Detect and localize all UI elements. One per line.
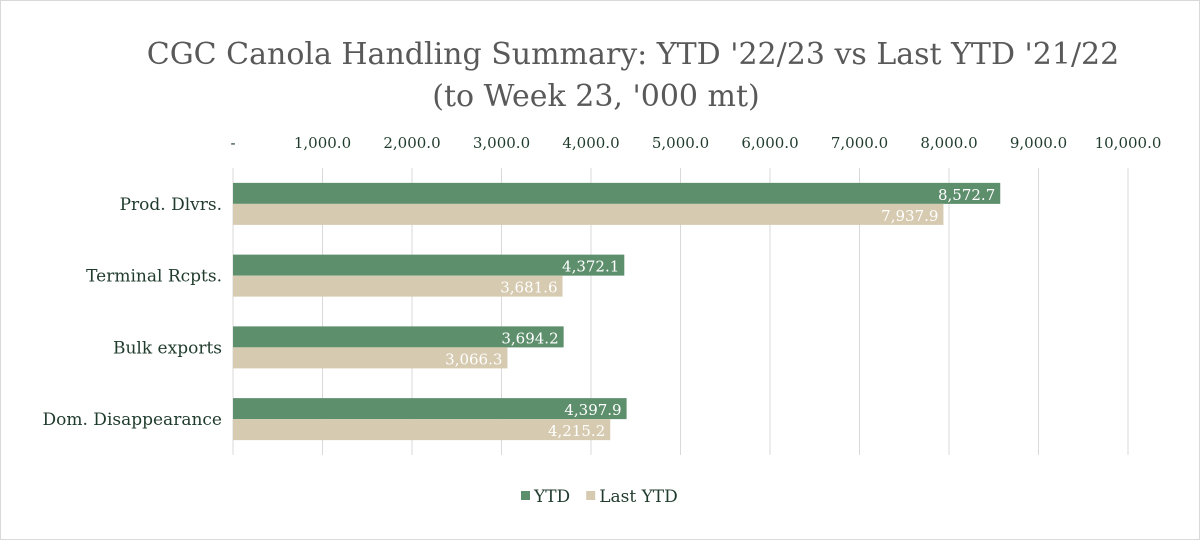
bar-ytd (233, 254, 625, 276)
x-tick-label: 5,000.0 (652, 134, 709, 152)
x-tick-label: 8,000.0 (920, 134, 977, 152)
data-label: 7,937.9 (881, 207, 938, 225)
bar-last-ytd (233, 347, 508, 369)
bar-last-ytd (233, 275, 563, 297)
bar-ytd (233, 398, 627, 420)
data-label: 4,215.2 (548, 422, 605, 440)
data-label: 8,572.7 (938, 186, 995, 204)
legend-label: Last YTD (599, 487, 678, 507)
x-tick-label: - (230, 134, 235, 152)
x-tick-label: 4,000.0 (562, 134, 619, 152)
x-tick-label: 6,000.0 (741, 134, 798, 152)
legend-swatch (586, 491, 596, 500)
x-tick-label: 9,000.0 (1010, 134, 1067, 152)
chart-title: CGC Canola Handling Summary: YTD '22/23 … (147, 37, 1119, 72)
legend-swatch (521, 491, 530, 500)
category-label: Dom. Disappearance (43, 410, 222, 430)
data-label: 3,681.6 (500, 279, 557, 297)
data-label: 3,694.2 (501, 329, 558, 347)
category-label: Terminal Rcpts. (86, 267, 222, 287)
data-label: 4,397.9 (564, 401, 621, 419)
bar-ytd (233, 326, 564, 348)
x-tick-label: 2,000.0 (383, 134, 440, 152)
bar-ytd (233, 182, 1001, 204)
bar-last-ytd (233, 203, 944, 225)
category-label: Bulk exports (113, 338, 222, 358)
bar-last-ytd (233, 419, 611, 441)
category-labels: Prod. Dlvrs. Terminal Rcpts. Bulk exports D… (43, 195, 222, 430)
category-label: Prod. Dlvrs. (120, 195, 222, 215)
data-label: 3,066.3 (445, 350, 502, 368)
x-tick-label: 10,000.0 (1095, 134, 1162, 152)
legend: YTD Last YTD (521, 487, 678, 507)
x-tick-label: 7,000.0 (831, 134, 888, 152)
data-label: 4,372.1 (562, 258, 619, 276)
x-axis-ticks: - 1,000.0 2,000.0 3,000.0 4,000.0 5,000.0 6,00… (230, 134, 1161, 152)
bars: 8,572.77,937.9 4,372.1 3,681.6 3,694.2 3,066… (233, 182, 1001, 441)
legend-label: YTD (533, 487, 570, 507)
x-tick-label: 1,000.0 (294, 134, 351, 152)
chart-subtitle: (to Week 23, '000 mt) (432, 79, 759, 114)
x-tick-label: 3,000.0 (473, 134, 530, 152)
